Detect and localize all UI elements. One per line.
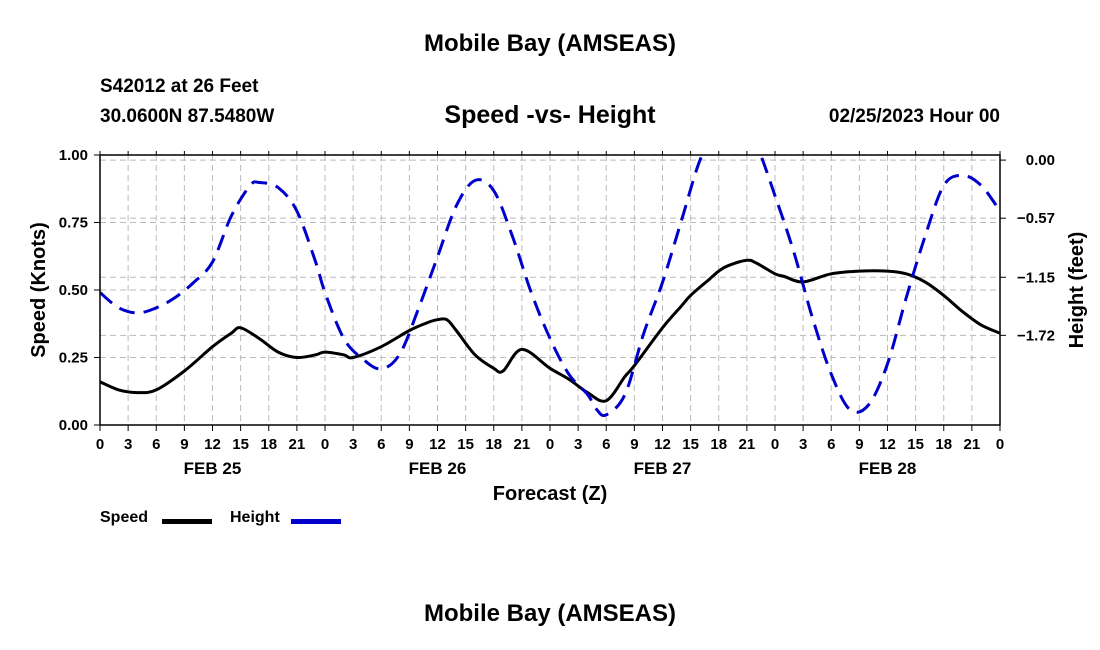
y-axis-title: Speed (Knots) bbox=[28, 222, 50, 358]
y2-tick-label: 0.00 bbox=[1026, 152, 1055, 169]
x-tick-label: 9 bbox=[405, 436, 413, 453]
x-tick-label: 6 bbox=[827, 436, 835, 453]
date-label: FEB 27 bbox=[634, 459, 692, 478]
x-tick-label: 0 bbox=[771, 436, 779, 453]
x-tick-label: 18 bbox=[935, 436, 952, 453]
y-tick-label: 0.00 bbox=[59, 417, 88, 434]
legend-height-label: Height bbox=[230, 509, 280, 526]
station-label: S42012 at 26 Feet bbox=[100, 76, 259, 97]
x-tick-label: 9 bbox=[855, 436, 863, 453]
x-tick-label: 18 bbox=[260, 436, 277, 453]
speed-height-chart: 0 3 6 9 12 15 18 21 0 3 6 9 12 15 18 21 0 3 6 9 12 15 18 21 0 3 6 9… bbox=[28, 147, 1088, 505]
y-tick-label: 1.00 bbox=[59, 147, 88, 164]
x-tick-label: 0 bbox=[321, 436, 329, 453]
x-tick-label: 9 bbox=[180, 436, 188, 453]
x-tick-label: 12 bbox=[204, 436, 221, 453]
x-tick-label: 3 bbox=[349, 436, 357, 453]
x-tick-label: 3 bbox=[574, 436, 582, 453]
x-tick-label: 3 bbox=[124, 436, 132, 453]
x-tick-label: 12 bbox=[879, 436, 896, 453]
bottom-title: Mobile Bay (AMSEAS) bbox=[423, 600, 677, 627]
series-layer bbox=[100, 155, 1000, 418]
date-stamp: 02/25/2023 Hour 00 bbox=[828, 106, 1000, 127]
coordinates-label: 30.0600N 87.5480W bbox=[100, 106, 275, 127]
axis-layer: 0 3 6 9 12 15 18 21 0 3 6 9 12 15 18 21 0 3 6 9 12 15 18 21 0 3 6 9… bbox=[59, 147, 1055, 478]
x-tick-label: 6 bbox=[602, 436, 610, 453]
grid-layer bbox=[100, 155, 1000, 425]
x-axis-title: Forecast (Z) bbox=[493, 483, 607, 505]
x-tick-label: 21 bbox=[964, 436, 981, 453]
x-tick-label: 21 bbox=[289, 436, 306, 453]
y-tick-label: 0.75 bbox=[59, 215, 88, 232]
legend-speed-label: Speed bbox=[100, 509, 149, 526]
x-tick-label: 18 bbox=[710, 436, 727, 453]
date-label: FEB 26 bbox=[409, 459, 467, 478]
x-tick-label: 21 bbox=[739, 436, 756, 453]
x-tick-label: 9 bbox=[630, 436, 638, 453]
y2-tick-label: −1.15 bbox=[1017, 269, 1055, 286]
x-tick-label: 15 bbox=[907, 436, 924, 453]
x-tick-label: 0 bbox=[96, 436, 104, 453]
x-tick-label: 15 bbox=[232, 436, 249, 453]
legend-height-swatch bbox=[291, 519, 341, 524]
x-tick-label: 12 bbox=[654, 436, 671, 453]
x-tick-label: 12 bbox=[429, 436, 446, 453]
y-tick-label: 0.25 bbox=[59, 350, 88, 367]
height-series-line bbox=[100, 155, 1000, 418]
x-tick-label: 0 bbox=[996, 436, 1004, 453]
y2-tick-label: −1.72 bbox=[1017, 327, 1055, 344]
y2-axis-title: Height (feet) bbox=[1066, 232, 1088, 349]
y2-tick-label: −0.57 bbox=[1017, 210, 1055, 227]
x-tick-label: 15 bbox=[457, 436, 474, 453]
x-tick-label: 0 bbox=[546, 436, 554, 453]
chart-title: Speed -vs- Height bbox=[444, 101, 656, 129]
y-tick-label: 0.50 bbox=[59, 282, 88, 299]
x-tick-label: 18 bbox=[485, 436, 502, 453]
legend-speed-swatch bbox=[162, 519, 212, 524]
main-title: Mobile Bay (AMSEAS) bbox=[423, 30, 677, 57]
date-label: FEB 28 bbox=[859, 459, 917, 478]
x-tick-label: 15 bbox=[682, 436, 699, 453]
date-label: FEB 25 bbox=[184, 459, 242, 478]
x-tick-label: 6 bbox=[152, 436, 160, 453]
x-tick-label: 21 bbox=[514, 436, 531, 453]
x-tick-label: 6 bbox=[377, 436, 385, 453]
x-tick-label: 3 bbox=[799, 436, 807, 453]
speed-series-line bbox=[100, 258, 1000, 403]
